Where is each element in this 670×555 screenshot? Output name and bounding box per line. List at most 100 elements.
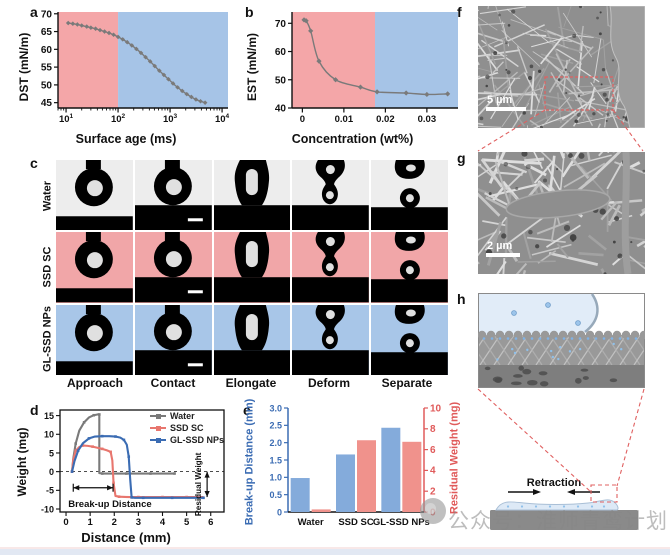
droplet-cell: [213, 304, 291, 375]
panel-label-h: h: [457, 291, 466, 307]
svg-text:55: 55: [41, 63, 53, 74]
svg-text:Residual Weight: Residual Weight: [194, 452, 203, 516]
svg-text:2.5: 2.5: [269, 421, 282, 431]
watermark-logo: [420, 498, 446, 524]
panel-label-b: b: [245, 4, 254, 20]
legend-item-ssd-sc: SSD SC: [150, 423, 224, 433]
watermark-text: 公众号：淮师青鸾计划: [448, 510, 668, 533]
droplet-sequence-grid: [56, 160, 448, 375]
svg-text:5: 5: [184, 517, 190, 528]
row-label-ssd-sc: SSD SC: [41, 246, 54, 288]
dst-chart: 45 50 55 60 65 70 101 102 103 104: [41, 9, 230, 125]
svg-text:0: 0: [49, 467, 54, 477]
ssd-sc-line-swatch: [150, 425, 166, 431]
weight-chart-legend: Water SSD SC GL-SSD NPs: [150, 411, 224, 445]
svg-text:0: 0: [277, 507, 282, 517]
droplet-image: [292, 232, 370, 303]
svg-text:101: 101: [59, 113, 74, 125]
svg-text:0.5: 0.5: [269, 490, 282, 500]
droplet-image: [371, 160, 448, 231]
svg-text:70: 70: [275, 19, 287, 30]
svg-text:40: 40: [275, 104, 287, 115]
droplet-image: [213, 232, 291, 303]
droplet-cell: [56, 232, 133, 303]
stage-label-approach: Approach: [66, 376, 123, 390]
svg-text:45: 45: [41, 98, 53, 109]
droplet-image: [56, 160, 133, 231]
droplet-image: [371, 304, 448, 375]
svg-text:2: 2: [112, 517, 117, 528]
legend-label: Water: [170, 411, 195, 421]
svg-text:SSD SC: SSD SC: [338, 517, 374, 528]
row-label-gl-ssd-nps: GL-SSD NPs: [41, 305, 54, 373]
svg-text:15: 15: [44, 411, 54, 421]
droplet-cell: [371, 160, 448, 231]
panel-label-c: c: [30, 155, 38, 171]
droplet-cell: [56, 304, 133, 375]
svg-text:50: 50: [41, 80, 53, 91]
svg-text:5: 5: [49, 448, 54, 458]
droplet-image: [213, 304, 291, 375]
droplet-image: [134, 232, 212, 303]
droplet-image: [213, 160, 291, 231]
svg-text:0: 0: [300, 114, 305, 125]
dst-ylabel: DST (mN/m): [17, 32, 31, 102]
droplet-image: [56, 304, 133, 375]
svg-text:5 µm: 5 µm: [487, 94, 513, 106]
svg-text:104: 104: [215, 113, 230, 125]
svg-text:50: 50: [275, 75, 287, 86]
svg-text:70: 70: [41, 9, 53, 20]
svg-text:103: 103: [163, 113, 178, 125]
droplet-cell: [292, 232, 370, 303]
svg-text:1.0: 1.0: [269, 473, 282, 483]
svg-text:0: 0: [63, 517, 68, 528]
svg-text:10: 10: [44, 430, 54, 440]
svg-text:3.0: 3.0: [269, 403, 282, 413]
svg-text:-10: -10: [41, 504, 54, 514]
svg-text:65: 65: [41, 27, 53, 38]
breakup-residual-bar-chart: 00.51.01.52.02.53.00246810WaterSSD SCGL-…: [269, 403, 441, 528]
svg-text:GL-SSD NPs: GL-SSD NPs: [373, 517, 430, 528]
droplet-cell: [134, 304, 212, 375]
svg-text:102: 102: [111, 113, 126, 125]
panel-label-g: g: [457, 150, 466, 166]
stage-label-deform: Deform: [307, 376, 350, 390]
droplet-image: [134, 304, 212, 375]
droplet-cell: [134, 232, 212, 303]
droplet-image: [134, 160, 212, 231]
breakup-distance-ylabel: Break-up Distance (mm): [243, 398, 256, 526]
svg-text:6: 6: [208, 517, 213, 528]
svg-text:2 µm: 2 µm: [487, 240, 513, 252]
dst-xlabel: Surface age (ms): [75, 132, 177, 146]
svg-text:4: 4: [160, 517, 166, 528]
droplet-cell: [371, 232, 448, 303]
est-xlabel: Concentration (wt%): [291, 132, 414, 146]
svg-text:2: 2: [430, 487, 436, 498]
svg-text:6: 6: [430, 445, 436, 456]
svg-text:1.5: 1.5: [269, 455, 282, 465]
distance-xlabel: Distance (mm): [81, 530, 171, 545]
panel-label-a: a: [30, 4, 38, 20]
svg-text:Water: Water: [298, 517, 324, 528]
svg-text:-5: -5: [46, 486, 54, 496]
svg-text:60: 60: [41, 45, 53, 56]
svg-text:2.0: 2.0: [269, 438, 282, 448]
panel-label-f: f: [457, 4, 462, 20]
svg-text:0.01: 0.01: [335, 114, 354, 125]
stage-label-contact: Contact: [150, 376, 196, 390]
page-edge-strip: [0, 547, 670, 555]
gl-ssd-nps-line-swatch: [150, 437, 166, 443]
residual-weight-ylabel: Residual Weight (mg): [448, 401, 461, 515]
droplet-image: [56, 232, 133, 303]
droplet-cell: [213, 232, 291, 303]
retraction-schematic: [490, 489, 638, 530]
weight-distance-chart: -10 -5 0 5 10 15 0 1 2 3 4 5 6 Break-up Distance Resid…: [41, 409, 225, 528]
sem-image-low-mag: 5 µm: [478, 6, 645, 128]
water-line-swatch: [150, 413, 166, 419]
droplet-cell: [56, 160, 133, 231]
droplet-image: [292, 160, 370, 231]
sem-image-high-mag: 2 µm: [478, 152, 645, 274]
droplet-cell: [371, 304, 448, 375]
droplet-cell: [134, 160, 212, 231]
